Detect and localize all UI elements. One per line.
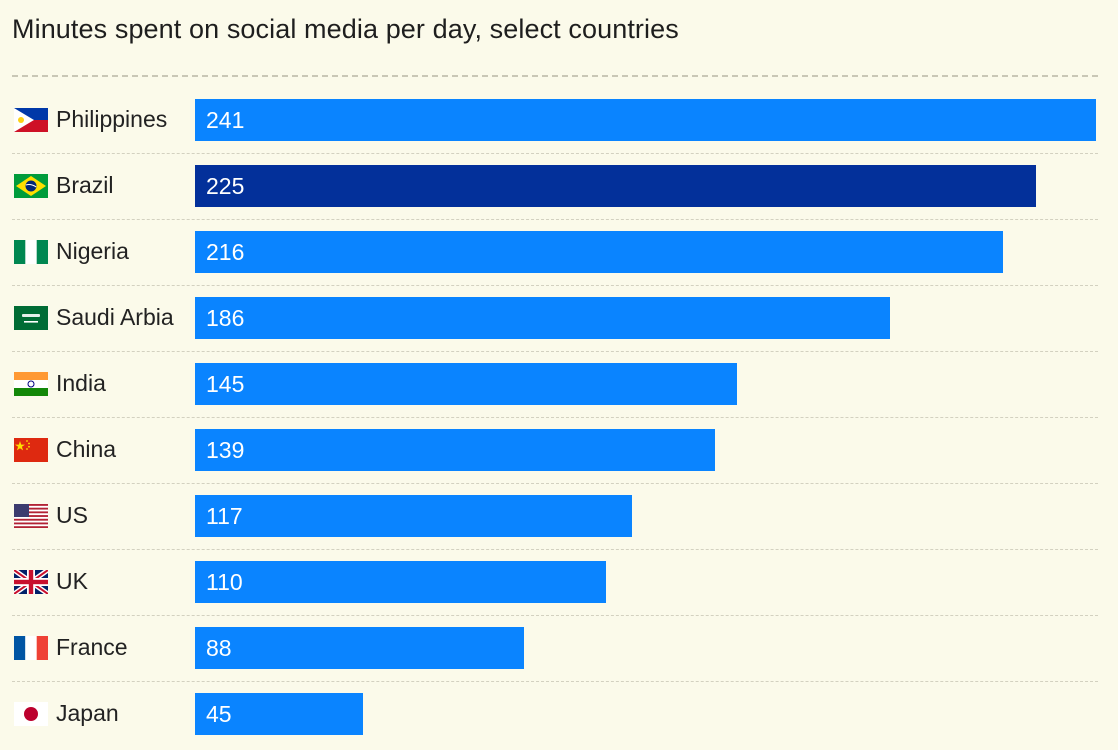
- chart-row: US 117: [0, 483, 1118, 549]
- chart-row: India 145: [0, 351, 1118, 417]
- category-label: Nigeria: [56, 238, 129, 264]
- category-label: India: [56, 370, 106, 396]
- data-label: 110: [206, 569, 243, 595]
- china-flag-icon: [14, 438, 48, 462]
- row-divider: [12, 681, 1098, 682]
- france-flag-icon: [14, 636, 48, 660]
- chart-row: China 139: [0, 417, 1118, 483]
- chart-row: UK 110: [0, 549, 1118, 615]
- chart-row: Philippines 241: [0, 87, 1118, 153]
- title-divider: [12, 75, 1098, 77]
- chart-title: Minutes spent on social media per day, s…: [12, 14, 679, 44]
- bar: [195, 627, 524, 669]
- data-label: 45: [206, 701, 232, 727]
- bar: [195, 561, 606, 603]
- category-label: Saudi Arbia: [56, 304, 174, 330]
- data-label: 139: [206, 437, 245, 463]
- nigeria-flag-icon: [14, 240, 48, 264]
- category-label: China: [56, 436, 117, 462]
- category-label: UK: [56, 568, 88, 594]
- row-divider: [12, 153, 1098, 154]
- data-label: 225: [206, 173, 245, 199]
- row-divider: [12, 219, 1098, 220]
- row-divider: [12, 549, 1098, 550]
- chart-row: France 88: [0, 615, 1118, 681]
- row-divider: [12, 483, 1098, 484]
- row-divider: [12, 285, 1098, 286]
- saudi-arabia-flag-icon: [14, 306, 48, 330]
- india-flag-icon: [14, 372, 48, 396]
- category-label: Philippines: [56, 106, 168, 132]
- data-label: 117: [206, 503, 243, 529]
- chart-row: Japan 45: [0, 681, 1118, 747]
- philippines-flag-icon: [14, 108, 48, 132]
- data-label: 88: [206, 635, 232, 661]
- chart-row: Brazil 225: [0, 153, 1118, 219]
- data-label: 186: [206, 305, 245, 331]
- bar: [195, 693, 363, 735]
- uk-flag-icon: [12, 567, 50, 597]
- bar: [195, 495, 632, 537]
- row-divider: [12, 351, 1098, 352]
- data-label: 145: [206, 371, 245, 397]
- bar: [195, 297, 890, 339]
- row-divider: [12, 417, 1098, 418]
- us-flag-icon: [14, 504, 48, 528]
- chart-row: Saudi Arbia 186: [0, 285, 1118, 351]
- bar: [195, 99, 1096, 141]
- bar: [195, 429, 715, 471]
- brazil-flag-icon: [14, 174, 48, 198]
- bar: [195, 363, 737, 405]
- category-label: Brazil: [56, 172, 114, 198]
- bar: [195, 231, 1003, 273]
- category-label: Japan: [56, 700, 119, 726]
- row-divider: [12, 615, 1098, 616]
- japan-flag-icon: [14, 702, 48, 726]
- category-label: US: [56, 502, 88, 528]
- data-label: 241: [206, 107, 245, 133]
- data-label: 216: [206, 239, 245, 265]
- chart-row: Nigeria 216: [0, 219, 1118, 285]
- category-label: France: [56, 634, 128, 660]
- bar: [195, 165, 1036, 207]
